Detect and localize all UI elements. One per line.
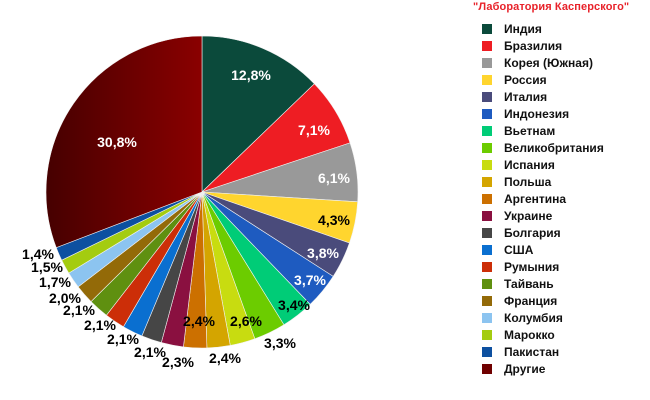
legend-color-swatch [482,312,492,323]
legend-label: Марокко [504,327,555,342]
legend-color-swatch [482,210,492,221]
slice-percent-label: 6,1% [318,170,350,186]
legend-color-swatch [482,261,492,272]
slice-percent-label: 2,0% [49,290,81,306]
legend-label: Румыния [504,259,560,274]
pie-labels: 12,8% 7,1% 6,1% 4,3% 3,8% 3,7% 3,4% 3,3%2,6% 2,4… [22,67,350,370]
legend-color-swatch [482,40,492,51]
slice-percent-label: 3,8% [307,245,339,261]
legend-item: Испания [480,156,604,173]
legend-label: Россия [504,72,547,87]
legend-color-swatch [482,193,492,204]
slice-percent-label: 1,4% [22,246,54,262]
chart-title: "Лаборатория Касперского" [473,1,630,13]
legend-item: Колумбия [480,309,604,326]
legend-item: Индия [480,20,604,37]
legend-color-swatch [482,125,492,136]
legend-item: Италия [480,88,604,105]
legend-color-swatch [482,176,492,187]
slice-percent-label: 2,1% [84,317,116,333]
legend-item: Бразилия [480,37,604,54]
legend-color-swatch [482,23,492,34]
legend-label: Пакистан [504,344,560,359]
legend-item: США [480,241,604,258]
legend-label: США [504,242,534,257]
legend-label: Испания [504,157,555,172]
slice-percent-label: 7,1% [298,122,330,138]
legend-color-swatch [482,244,492,255]
slice-percent-label: 2,3% [162,354,194,370]
legend-item: Румыния [480,258,604,275]
legend-item: Аргентина [480,190,604,207]
slice-percent-label: 30,8% [97,134,137,150]
slice-percent-label: 4,3% [318,212,350,228]
legend-label: Болгария [504,225,561,240]
legend-color-swatch [482,57,492,68]
legend-color-swatch [482,295,492,306]
legend-item: Марокко [480,326,604,343]
legend-item: Пакистан [480,343,604,360]
legend-label: Корея (Южная) [504,55,593,70]
legend-label: Франция [504,293,558,308]
legend-item: Болгария [480,224,604,241]
legend-color-swatch [482,91,492,102]
legend-item: Другие [480,360,604,377]
legend-item: Вьетнам [480,122,604,139]
legend-color-swatch [482,278,492,289]
legend-item: Франция [480,292,604,309]
legend-color-swatch [482,227,492,238]
legend-label: Индия [504,21,542,36]
legend-label: Вьетнам [504,123,556,138]
legend-item: Индонезия [480,105,604,122]
pie-slice-21 [45,35,203,248]
legend-color-swatch [482,74,492,85]
legend-label: Аргентина [504,191,567,206]
legend-label: Колумбия [504,310,563,325]
legend-label: Италия [504,89,548,104]
legend-item: Украине [480,207,604,224]
legend-color-swatch [482,159,492,170]
slice-percent-label: 1,5% [31,259,63,275]
legend-item: Великобритания [480,139,604,156]
legend-item: Корея (Южная) [480,54,604,71]
legend-item: Россия [480,71,604,88]
pie-slices [45,35,359,349]
slice-percent-label: 2,1% [134,344,166,360]
legend-color-swatch [482,346,492,357]
slice-percent-label: 3,3% [264,335,296,351]
legend-label: Бразилия [504,38,563,53]
slice-percent-label: 2,6% [230,313,262,329]
legend-color-swatch [482,329,492,340]
legend-item: Польша [480,173,604,190]
legend-label: Великобритания [504,140,604,155]
slice-percent-label: 2,4% [209,350,241,366]
slice-percent-label: 2,4% [183,313,215,329]
pie-slice-1 [201,35,315,193]
legend-color-swatch [482,363,492,374]
slice-percent-label: 3,7% [294,272,326,288]
legend-label: Тайвань [504,276,554,291]
slice-percent-label: 2,1% [63,302,95,318]
legend-label: Украине [504,208,553,223]
legend-color-swatch [482,108,492,119]
legend-item: Тайвань [480,275,604,292]
legend: Индия Бразилия Корея (Южная) Россия Италия Ин… [480,20,604,377]
slice-percent-label: 3,4% [278,297,310,313]
legend-label: Польша [504,174,552,189]
legend-color-swatch [482,142,492,153]
slice-percent-label: 2,1% [107,331,139,347]
slice-percent-label: 12,8% [231,67,271,83]
legend-label: Другие [504,361,546,376]
legend-label: Индонезия [504,106,570,121]
slice-percent-label: 1,7% [39,274,71,290]
